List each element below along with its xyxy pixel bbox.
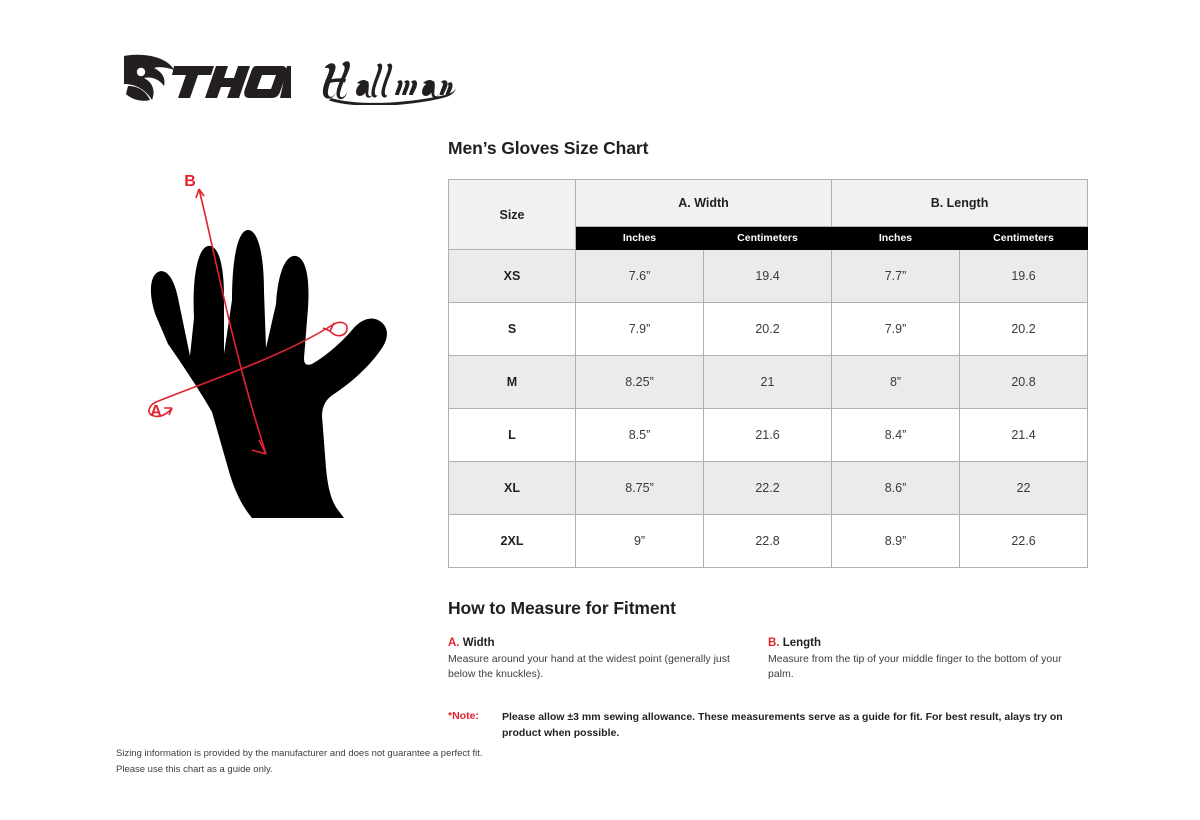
table-row: S 7.9” 20.2 7.9” 20.2: [448, 302, 1089, 356]
table-row: XS 7.6” 19.4 7.7” 19.6: [448, 249, 1089, 303]
cell-length-centimeters: 21.4: [959, 408, 1089, 462]
thor-helmet-icon: [124, 54, 174, 101]
table-head: Size A. Width B. Length Inches Centimete…: [448, 179, 1089, 250]
cell-size: S: [448, 302, 576, 356]
table-row: M 8.25” 21 8” 20.8: [448, 355, 1089, 409]
cell-length-inches: 8.9”: [831, 514, 961, 568]
measure-description-length: Measure from the tip of your middle fing…: [768, 653, 1062, 680]
cell-width-centimeters: 21: [702, 355, 833, 409]
page-title: Men’s Gloves Size Chart: [448, 138, 649, 158]
table-row: XL 8.75” 22.2 8.6” 22: [448, 461, 1089, 515]
cell-width-inches: 7.6”: [575, 249, 704, 303]
cell-size: 2XL: [448, 514, 576, 568]
table-row: L 8.5” 21.6 8.4” 21.4: [448, 408, 1089, 462]
cell-width-inches: 8.75”: [575, 461, 704, 515]
cell-width-centimeters: 20.2: [702, 302, 833, 356]
how-to-measure-title: How to Measure for Fitment: [448, 598, 676, 618]
measure-block-length: B. Length Measure from the tip of your m…: [768, 637, 1088, 682]
table-header-row-units: Inches Centimeters Inches Centimeters: [449, 226, 1089, 250]
diagram-label-a: A: [150, 403, 162, 420]
thor-logo: [116, 50, 291, 108]
table-header-row-groups: Size A. Width B. Length: [448, 179, 1089, 250]
hand-silhouette-icon: [150, 230, 387, 518]
cell-length-centimeters: 20.8: [959, 355, 1089, 409]
cell-width-centimeters: 22.2: [702, 461, 833, 515]
column-header-length-centimeters: Centimeters: [959, 226, 1089, 250]
footer-disclaimer: Sizing information is provided by the ma…: [116, 746, 483, 777]
cell-size: XS: [448, 249, 576, 303]
measure-description-width: Measure around your hand at the widest p…: [448, 653, 730, 680]
cell-length-inches: 8.6”: [831, 461, 961, 515]
cell-length-centimeters: 22.6: [959, 514, 1089, 568]
column-group-header-length: B. Length: [831, 179, 1089, 227]
hand-measurement-diagram: B A: [120, 168, 430, 548]
measure-name-length: Length: [782, 637, 822, 649]
measure-heading-length: B. Length: [768, 637, 1066, 649]
brand-header: [116, 48, 459, 110]
cell-length-inches: 7.7”: [831, 249, 961, 303]
cell-length-centimeters: 20.2: [959, 302, 1089, 356]
cell-length-centimeters: 19.6: [959, 249, 1089, 303]
column-header-width-centimeters: Centimeters: [702, 226, 833, 250]
how-to-measure-section: How to Measure for Fitment A. Width Meas…: [448, 598, 1088, 682]
footer-line-1: Sizing information is provided by the ma…: [116, 748, 483, 759]
measure-heading-width: A. Width: [448, 637, 746, 649]
cell-width-inches: 7.9”: [575, 302, 704, 356]
note-label: *Note:: [448, 709, 479, 722]
measurement-annotations: [148, 188, 348, 455]
registered-mark-dot: [286, 94, 290, 98]
column-header-width-inches: Inches: [575, 226, 704, 250]
column-group-header-width: A. Width: [574, 179, 833, 227]
cell-size: M: [448, 355, 576, 409]
measure-letter-b: B.: [768, 637, 780, 649]
measure-name-width: Width: [462, 637, 495, 649]
cell-length-inches: 8”: [831, 355, 961, 409]
note-row: *Note: Please allow ±3 mm sewing allowan…: [448, 710, 1088, 742]
column-header-length-inches: Inches: [831, 226, 961, 250]
size-chart-column: Men’s Gloves Size Chart Size A. Width B.…: [448, 138, 1089, 742]
cell-length-inches: 8.4”: [831, 408, 961, 462]
cell-size: L: [448, 408, 576, 462]
size-chart-table: Size A. Width B. Length Inches Centimete…: [448, 179, 1089, 568]
cell-length-inches: 7.9”: [831, 302, 961, 356]
thor-wordmark: [172, 66, 291, 98]
measure-block-width: A. Width Measure around your hand at the…: [448, 637, 768, 682]
cell-width-centimeters: 21.6: [702, 408, 833, 462]
cell-width-centimeters: 19.4: [702, 249, 833, 303]
table-body: XS 7.6” 19.4 7.7” 19.6 S 7.9” 20.2 7.9” …: [448, 249, 1089, 568]
note-text: Please allow ±3 mm sewing allowance. The…: [502, 710, 1063, 739]
cell-size: XL: [448, 461, 576, 515]
cell-width-inches: 8.25”: [575, 355, 704, 409]
cell-width-inches: 9”: [575, 514, 704, 568]
cell-width-inches: 8.5”: [575, 408, 704, 462]
table-row: 2XL 9” 22.8 8.9” 22.6: [448, 514, 1089, 568]
column-header-size: Size: [448, 179, 576, 250]
cell-width-centimeters: 22.8: [702, 514, 833, 568]
measure-letter-a: A.: [448, 637, 460, 649]
cell-length-centimeters: 22: [959, 461, 1089, 515]
hallman-logo: [319, 53, 459, 105]
footer-line-2: Please use this chart as a guide only.: [116, 763, 273, 775]
diagram-label-b: B: [184, 173, 196, 190]
